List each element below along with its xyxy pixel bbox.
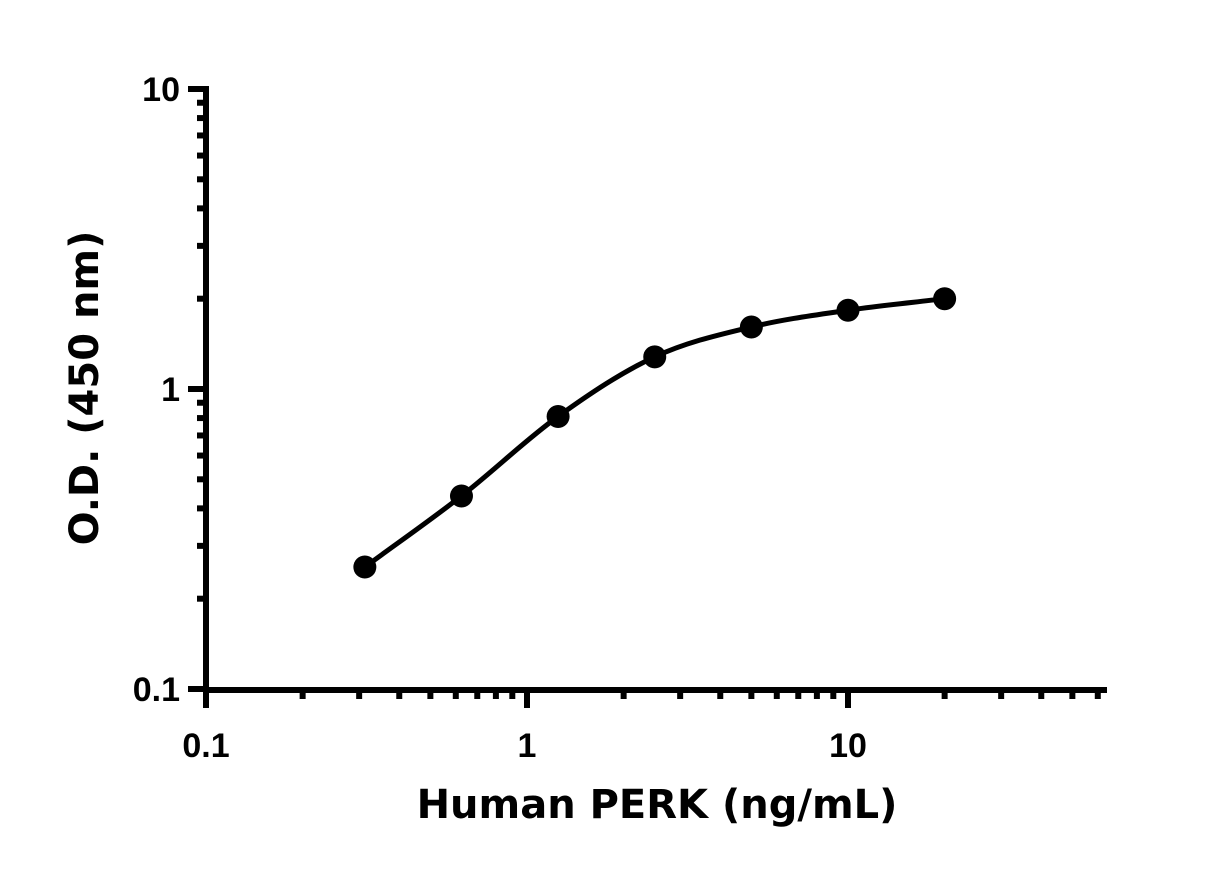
x-tick-label: 10 [829, 727, 867, 765]
data-point-marker [353, 555, 377, 579]
x-tick-labels: 0.1 1 10 [182, 727, 867, 765]
x-axis-title: Human PERK (ng/mL) [417, 782, 898, 828]
data-points [353, 287, 957, 579]
y-tick-labels: 0.1 1 10 [133, 71, 180, 709]
data-point-marker [836, 298, 860, 322]
data-point-marker [546, 404, 570, 428]
data-point-marker [449, 484, 473, 508]
data-point-marker [643, 345, 667, 369]
y-tick-label: 1 [161, 371, 180, 409]
y-tick-label: 10 [142, 71, 180, 109]
minor-ticks [197, 99, 1101, 699]
data-point-marker [739, 315, 763, 339]
x-tick-label: 1 [518, 727, 537, 765]
y-tick-label: 0.1 [133, 671, 180, 709]
data-point-marker [933, 287, 957, 311]
y-axis-title: O.D. (450 nm) [62, 231, 108, 546]
fit-curve [362, 296, 948, 570]
x-tick-label: 0.1 [182, 727, 229, 765]
major-ticks [188, 86, 851, 708]
